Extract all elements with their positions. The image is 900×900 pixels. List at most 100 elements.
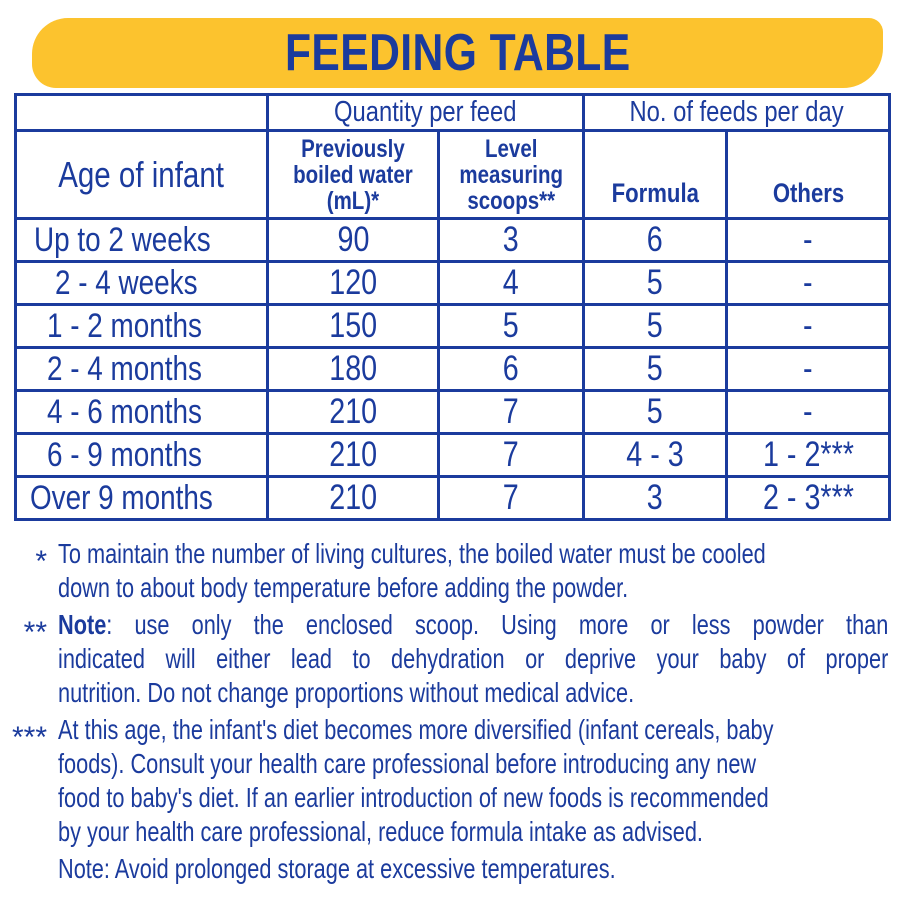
formula-value: 3 (647, 478, 663, 517)
others-value: - (803, 220, 813, 259)
col-header-scoops-label: Level measuring scoops** (459, 134, 563, 215)
group-header-feeds-label: No. of feeds per day (629, 96, 844, 128)
col-header-water-label: Previously boiled water (mL)* (293, 134, 413, 215)
formula-value: 5 (647, 392, 663, 431)
footnote-line: indicated will either lead to dehydratio… (58, 643, 889, 674)
scoops-cell: 4 (436, 260, 586, 306)
col-header-formula: Formula (582, 129, 729, 220)
spacer-cell (14, 93, 269, 132)
footnote-double-star: ** Note: use only the enclosed scoop. Us… (0, 608, 900, 710)
formula-value: 5 (647, 349, 663, 388)
footnote-double-star-text: Note: use only the enclosed scoop. Using… (58, 608, 890, 710)
age-cell-label: 6 - 9 months (47, 435, 202, 474)
footnote-line: nutrition. Do not change proportions wit… (58, 677, 635, 708)
feeding-table: Quantity per feed No. of feeds per day A… (14, 93, 892, 521)
age-cell-label: 1 - 2 months (47, 306, 202, 345)
water-cell: 150 (266, 303, 440, 349)
water-cell: 210 (266, 389, 440, 435)
footnote-line: down to about body temperature before ad… (58, 572, 629, 603)
col-header-age-label: Age of infant (58, 153, 225, 195)
water-cell: 180 (266, 346, 440, 392)
others-value: - (803, 392, 813, 431)
others-cell: 1 - 2*** (725, 432, 892, 478)
age-cell: 6 - 9 months (14, 432, 269, 478)
table-row: 6 - 9 months 210 7 4 - 3 1 - 2*** (14, 432, 892, 478)
col-header-age: Age of infant (14, 129, 269, 220)
col-header-formula-label: Formula (611, 178, 699, 208)
others-value: - (803, 349, 813, 388)
banner: FEEDING TABLE (32, 18, 883, 88)
age-cell-label: 2 - 4 months (47, 349, 202, 388)
age-cell-label: 2 - 4 weeks (54, 263, 198, 302)
age-cell: 2 - 4 months (14, 346, 269, 392)
scoops-cell: 7 (436, 432, 586, 478)
water-value: 210 (329, 392, 377, 431)
footnote-line: To maintain the number of living culture… (58, 538, 766, 569)
water-value: 150 (329, 306, 377, 345)
footnote-triple-star-marker: *** (11, 721, 47, 754)
formula-cell: 5 (582, 346, 729, 392)
note-label: Note (58, 609, 107, 640)
footnotes: * To maintain the number of living cultu… (0, 537, 900, 889)
water-cell: 210 (266, 475, 440, 521)
table-row: 1 - 2 months 150 5 5 - (14, 303, 892, 349)
table-row: Up to 2 weeks 90 3 6 - (14, 217, 892, 263)
formula-value: 6 (647, 220, 663, 259)
water-value: 180 (329, 349, 377, 388)
column-header-row: Age of infant Previously boiled water (m… (14, 129, 892, 220)
formula-cell: 3 (582, 475, 729, 521)
others-cell: - (725, 389, 892, 435)
age-cell: Over 9 months (14, 475, 269, 521)
formula-cell: 5 (582, 260, 729, 306)
age-cell-label: Up to 2 weeks (33, 220, 211, 259)
water-value: 210 (329, 435, 377, 474)
footnote-line: Note: use only the enclosed scoop. Using… (58, 608, 888, 642)
footnote-star: * To maintain the number of living cultu… (0, 537, 900, 605)
scoops-value: 3 (503, 220, 519, 259)
storage-note-text: Note: Avoid prolonged storage at excessi… (58, 852, 890, 886)
col-header-others: Others (725, 129, 892, 220)
scoops-value: 7 (503, 435, 519, 474)
others-cell: - (725, 217, 892, 263)
water-value: 210 (329, 478, 377, 517)
age-cell: Up to 2 weeks (14, 217, 269, 263)
footnote-star-marker: * (35, 545, 47, 578)
scoops-cell: 7 (436, 389, 586, 435)
footnote-line: food to baby's diet. If an earlier intro… (58, 782, 769, 813)
formula-cell: 4 - 3 (582, 432, 729, 478)
storage-note-spacer (0, 852, 50, 886)
group-header-feeds: No. of feeds per day (582, 93, 892, 132)
formula-value: 5 (647, 263, 663, 302)
scoops-cell: 5 (436, 303, 586, 349)
age-cell: 1 - 2 months (14, 303, 269, 349)
group-header-quantity-label: Quantity per feed (334, 96, 517, 128)
scoops-value: 7 (503, 478, 519, 517)
col-header-others-label: Others (772, 178, 844, 208)
water-value: 90 (337, 220, 369, 259)
formula-cell: 5 (582, 389, 729, 435)
table-row: 2 - 4 weeks 120 4 5 - (14, 260, 892, 306)
footnote-star-text: To maintain the number of living culture… (58, 537, 890, 605)
group-header-row: Quantity per feed No. of feeds per day (14, 93, 892, 132)
scoops-value: 4 (503, 263, 519, 302)
others-value: 2 - 3*** (762, 478, 854, 517)
scoops-cell: 6 (436, 346, 586, 392)
formula-value: 5 (647, 306, 663, 345)
others-value: - (803, 306, 813, 345)
page-title: FEEDING TABLE (284, 24, 631, 82)
formula-cell: 6 (582, 217, 729, 263)
scoops-value: 7 (503, 392, 519, 431)
others-cell: - (725, 346, 892, 392)
formula-value: 4 - 3 (626, 435, 684, 474)
formula-cell: 5 (582, 303, 729, 349)
water-cell: 210 (266, 432, 440, 478)
water-cell: 120 (266, 260, 440, 306)
age-cell-label: 4 - 6 months (47, 392, 202, 431)
others-value: - (803, 263, 813, 302)
others-value: 1 - 2*** (762, 435, 854, 474)
group-header-quantity: Quantity per feed (265, 93, 586, 132)
col-header-water: Previously boiled water (mL)* (266, 129, 440, 220)
scoops-cell: 7 (436, 475, 586, 521)
age-cell: 4 - 6 months (14, 389, 269, 435)
